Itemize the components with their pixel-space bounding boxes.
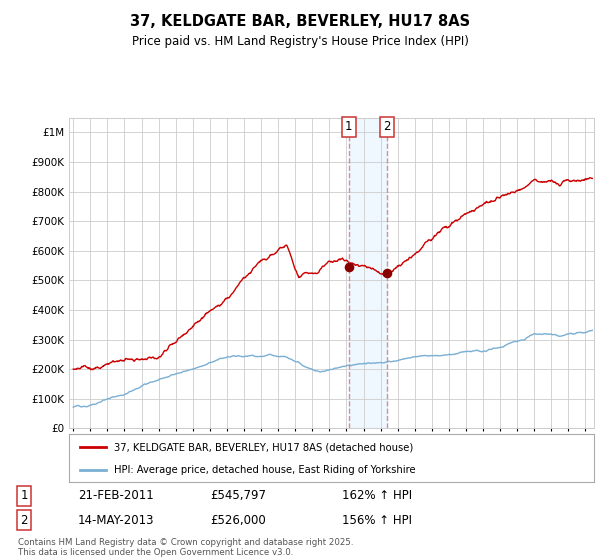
- Text: 2: 2: [383, 120, 391, 133]
- Text: £545,797: £545,797: [210, 489, 266, 502]
- Text: 1: 1: [345, 120, 352, 133]
- Point: [344, 263, 353, 272]
- Text: 156% ↑ HPI: 156% ↑ HPI: [342, 514, 412, 527]
- Bar: [349, 118, 387, 428]
- Text: 1: 1: [20, 489, 28, 502]
- Text: HPI: Average price, detached house, East Riding of Yorkshire: HPI: Average price, detached house, East…: [113, 465, 415, 475]
- Text: 14-MAY-2013: 14-MAY-2013: [78, 514, 155, 527]
- Point: [382, 268, 392, 277]
- Text: Price paid vs. HM Land Registry's House Price Index (HPI): Price paid vs. HM Land Registry's House …: [131, 35, 469, 48]
- Text: 162% ↑ HPI: 162% ↑ HPI: [342, 489, 412, 502]
- Text: Contains HM Land Registry data © Crown copyright and database right 2025.
This d: Contains HM Land Registry data © Crown c…: [18, 538, 353, 557]
- Text: 37, KELDGATE BAR, BEVERLEY, HU17 8AS: 37, KELDGATE BAR, BEVERLEY, HU17 8AS: [130, 14, 470, 29]
- Text: 2: 2: [20, 514, 28, 527]
- Text: 37, KELDGATE BAR, BEVERLEY, HU17 8AS (detached house): 37, KELDGATE BAR, BEVERLEY, HU17 8AS (de…: [113, 442, 413, 452]
- Text: 21-FEB-2011: 21-FEB-2011: [78, 489, 154, 502]
- Text: £526,000: £526,000: [210, 514, 266, 527]
